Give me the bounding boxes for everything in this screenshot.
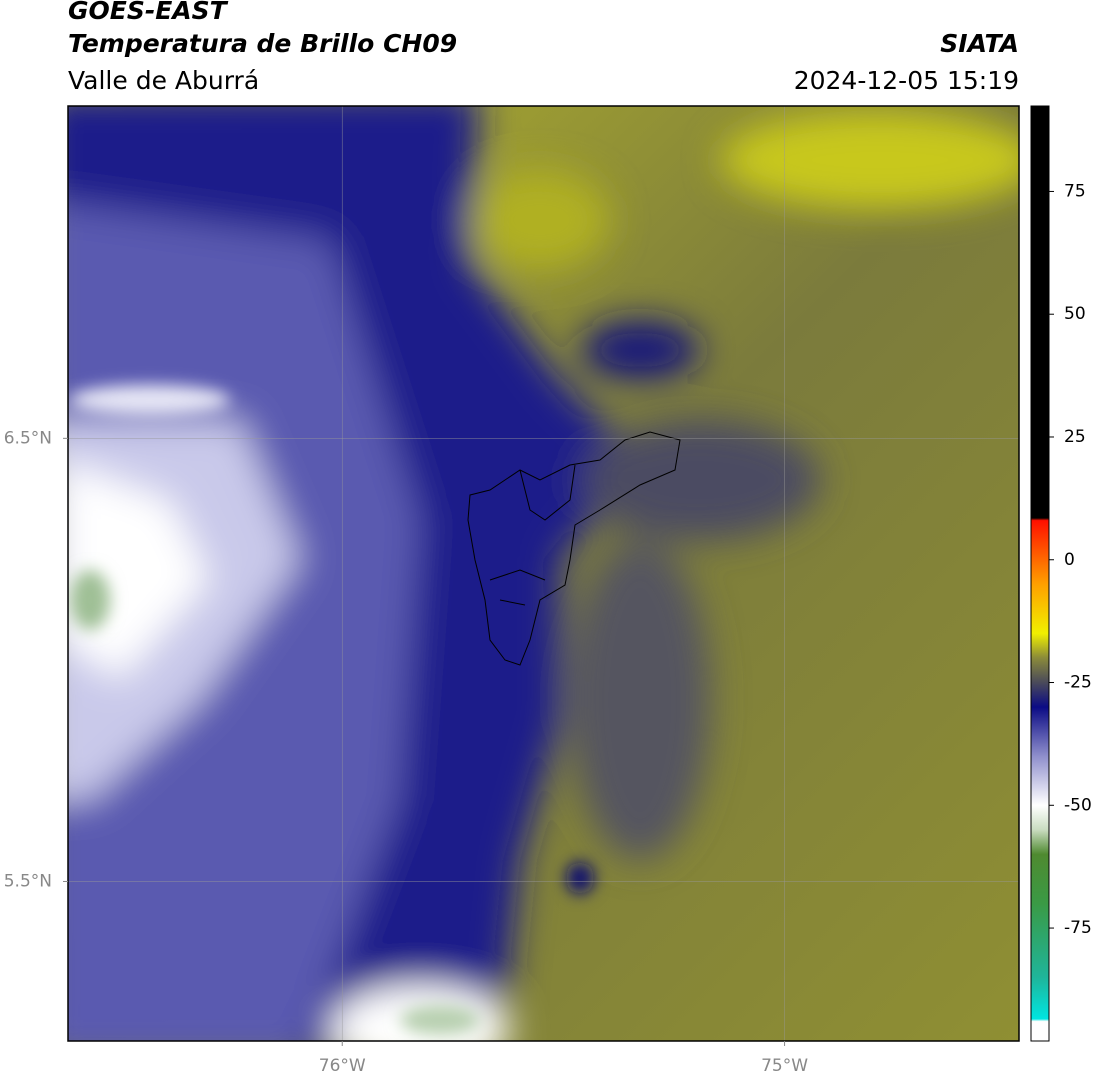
colorbar-tick-label: 75 — [1064, 181, 1086, 201]
graticule — [68, 106, 1019, 1041]
source: SIATA — [940, 29, 1019, 58]
x-tick-label: 75°W — [761, 1056, 808, 1076]
colorbar-tick-label: 50 — [1064, 304, 1086, 324]
x-tick-label: 76°W — [319, 1056, 366, 1076]
title: GOES-EAST — [68, 0, 229, 25]
map-frame — [67, 105, 1020, 1042]
y-tick-label: 6.5°N — [4, 428, 52, 448]
colorbar — [1030, 105, 1050, 1042]
colorbar-tick-label: -25 — [1064, 673, 1092, 693]
cloud-detail — [70, 385, 594, 1035]
valley-boundary — [467, 431, 681, 666]
datetime: 2024-12-05 15:19 — [794, 66, 1019, 95]
colorbar-tick-label: -75 — [1064, 918, 1092, 938]
colorbar-tick-label: -50 — [1064, 795, 1092, 815]
region: Valle de Aburrá — [68, 66, 259, 95]
colorbar-tick-label: 25 — [1064, 427, 1086, 447]
colorbar-tick-label: 0 — [1064, 550, 1075, 570]
y-tick-label: 5.5°N — [4, 871, 52, 891]
satellite-image — [68, 106, 1019, 1041]
subtitle: Temperatura de Brillo CH09 — [68, 29, 457, 58]
